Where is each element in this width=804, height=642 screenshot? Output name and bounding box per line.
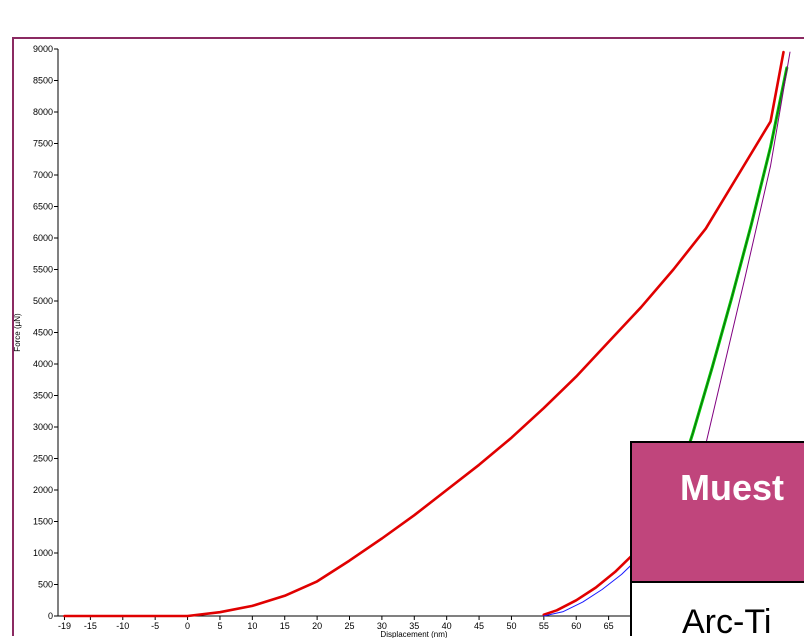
x-tick-label: 50 [506, 621, 516, 631]
y-tick-label: 5000 [33, 296, 53, 306]
y-tick-label: 7000 [33, 170, 53, 180]
y-tick-label: 6500 [33, 202, 53, 212]
x-tick-label: 20 [312, 621, 322, 631]
y-tick-label: 500 [38, 580, 53, 590]
x-tick-label: 35 [409, 621, 419, 631]
y-tick-label: 2000 [33, 485, 53, 495]
x-tick-label: -10 [116, 621, 129, 631]
x-tick-label: 30 [377, 621, 387, 631]
x-tick-label: 40 [442, 621, 452, 631]
sample-info-header: Muest [632, 443, 804, 583]
x-tick-label: -5 [151, 621, 159, 631]
y-tick-label: 9000 [33, 44, 53, 54]
y-tick-label: 3000 [33, 422, 53, 432]
y-tick-label: 8500 [33, 76, 53, 86]
x-tick-label: 55 [539, 621, 549, 631]
y-tick-label: 4500 [33, 328, 53, 338]
y-tick-label: 6000 [33, 233, 53, 243]
x-tick-label: -19 [58, 621, 71, 631]
y-tick-label: 5500 [33, 265, 53, 275]
fit-core-line [669, 67, 788, 505]
y-tick-label: 2500 [33, 454, 53, 464]
series-line-4 [668, 66, 789, 506]
sample-info-panel: Muest Arc-Ti [630, 441, 804, 641]
y-tick-label: 3500 [33, 391, 53, 401]
sample-info-value: Arc-Ti [682, 603, 772, 641]
y-tick-label: 7500 [33, 139, 53, 149]
series-line-1 [63, 50, 785, 618]
x-tick-label: 45 [474, 621, 484, 631]
x-tick-label: 10 [247, 621, 257, 631]
x-tick-label: 0 [185, 621, 190, 631]
sample-info-title: Muest [680, 467, 785, 508]
x-tick-label: 25 [344, 621, 354, 631]
x-tick-label: 5 [217, 621, 222, 631]
y-tick-label: 1500 [33, 517, 53, 527]
x-tick-label: 15 [280, 621, 290, 631]
x-tick-label: -15 [84, 621, 97, 631]
y-axis-label: Force (µN) [14, 313, 22, 352]
x-axis-label: Displacement (nm) [380, 630, 447, 638]
chart-frame: 0 500 1000 1500 2000 2500 3000 3500 4000 4500 5000… [12, 37, 804, 638]
y-tick-label: 1000 [33, 548, 53, 558]
x-tick-label: 65 [604, 621, 614, 631]
y-tick-label: 8000 [33, 107, 53, 117]
y-tick-label: 0 [48, 611, 53, 621]
x-tick-label: 60 [571, 621, 581, 631]
y-tick-label: 4000 [33, 359, 53, 369]
